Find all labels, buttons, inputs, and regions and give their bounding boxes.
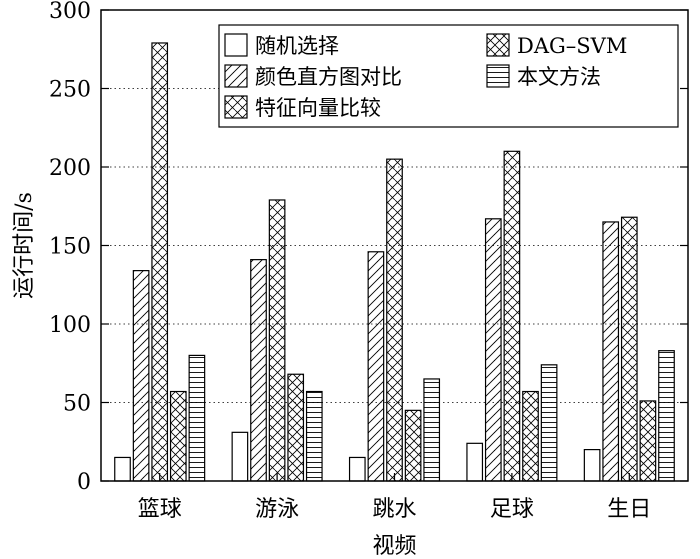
legend-label: 颜色直方图对比 (255, 65, 402, 89)
x-tick-label: 游泳 (255, 497, 299, 522)
bar-5 (540, 364, 558, 482)
bar-3 (151, 42, 169, 482)
legend-label: 随机选择 (255, 34, 339, 58)
legend-swatch (486, 64, 510, 88)
legend-label: DAG–SVM (517, 34, 627, 58)
y-tick-label: 150 (49, 235, 91, 260)
bar-5 (423, 378, 441, 482)
bar-2 (367, 251, 385, 482)
x-axis-title: 视频 (372, 534, 416, 559)
bar-2 (132, 270, 150, 482)
x-axis-ticks: 篮球 游泳 跳水 足球 生日 (138, 473, 651, 522)
bar-3 (386, 158, 403, 482)
bar-5 (188, 354, 206, 482)
x-tick-label: 篮球 (138, 497, 182, 522)
x-tick-label: 足球 (490, 497, 534, 522)
legend-box (218, 24, 679, 128)
bar-3 (503, 150, 521, 482)
legend-swatch (486, 33, 510, 57)
y-tick-label: 0 (77, 470, 91, 495)
bar-1 (583, 449, 601, 482)
bar-4 (639, 400, 657, 482)
y-tick-label: 50 (63, 392, 91, 417)
y-tick-label: 200 (49, 156, 91, 181)
x-tick-label: 生日 (607, 497, 651, 522)
legend-label: 特征向量比较 (255, 96, 381, 120)
bar-1 (231, 431, 249, 482)
bar-4 (404, 409, 422, 482)
bar-2 (250, 259, 267, 482)
legend-swatch (224, 33, 248, 57)
y-axis-ticks: 0 50 100 150 200 250 300 (49, 0, 688, 495)
legend-swatch (224, 64, 248, 88)
bar-5 (658, 350, 675, 482)
bars (114, 42, 675, 482)
bar-1 (348, 456, 366, 482)
bar-4 (287, 373, 305, 482)
bar-4 (169, 390, 187, 482)
bar-1 (114, 456, 131, 482)
bar-3 (268, 199, 286, 482)
x-tick-label: 跳水 (372, 497, 416, 522)
y-tick-label: 250 (49, 78, 91, 103)
bar-1 (466, 442, 484, 482)
legend-swatch (224, 95, 248, 119)
bar-5 (305, 390, 323, 482)
legend-label: 本文方法 (517, 65, 601, 89)
bar-2 (602, 221, 620, 482)
y-tick-label: 100 (49, 313, 91, 338)
bar-4 (522, 390, 539, 482)
y-tick-label: 300 (49, 0, 91, 24)
bar-2 (484, 218, 502, 482)
bar-3 (620, 216, 638, 482)
y-axis-title: 运行时间/s (12, 192, 37, 299)
